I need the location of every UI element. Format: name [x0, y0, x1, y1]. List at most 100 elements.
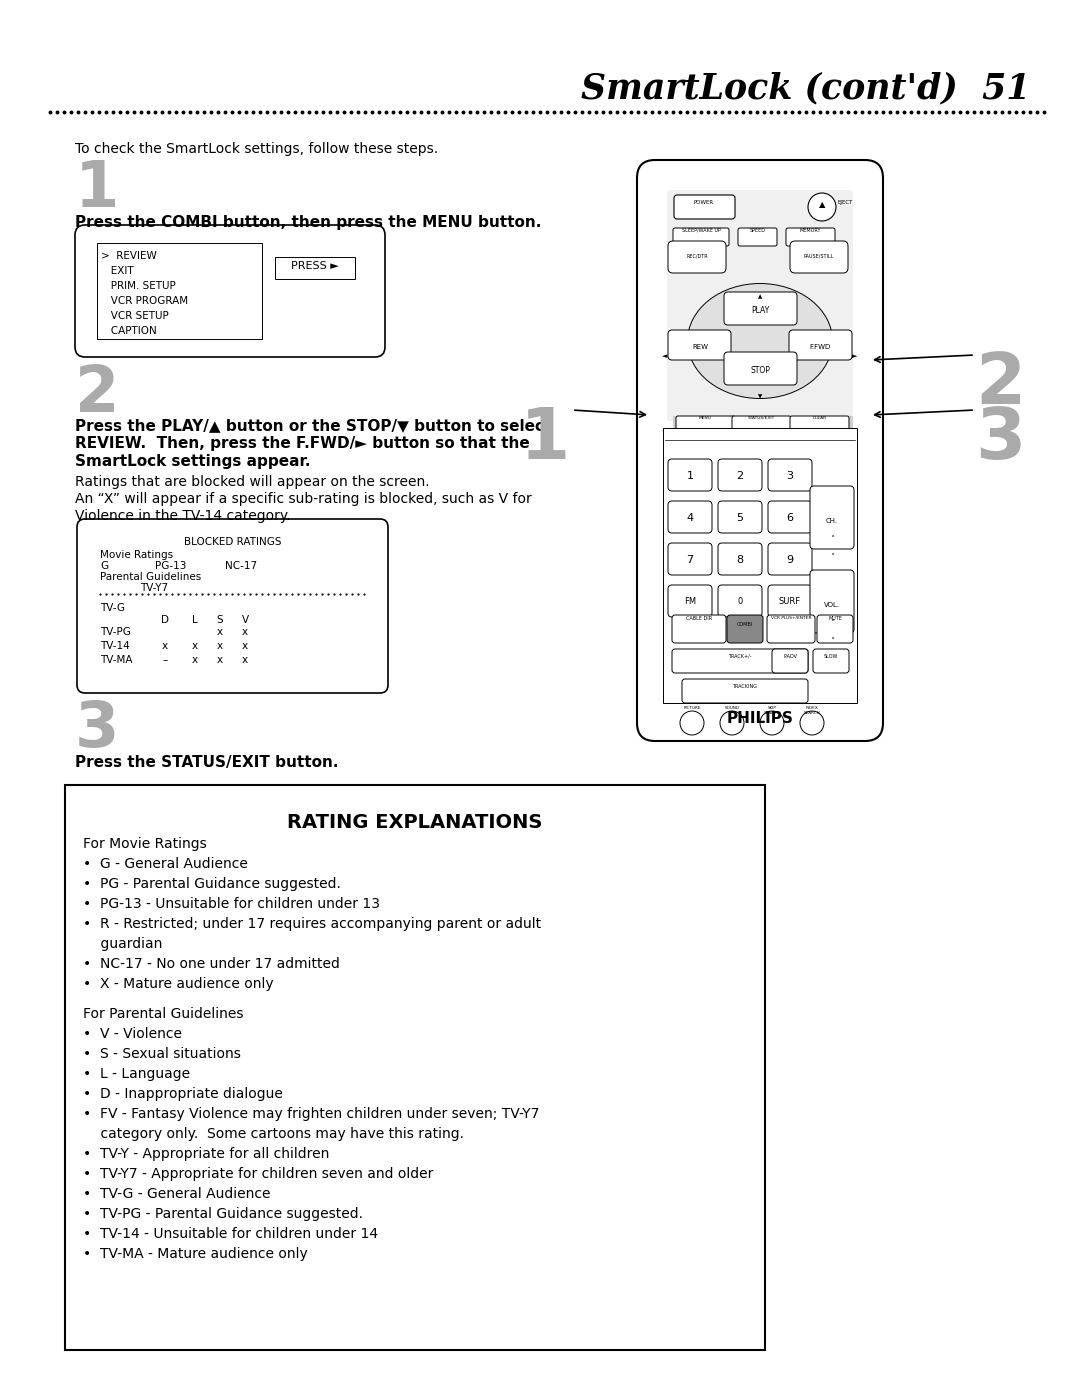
Bar — [663, 427, 858, 703]
Text: FM: FM — [684, 597, 697, 606]
FancyBboxPatch shape — [667, 190, 853, 420]
Text: guardian: guardian — [83, 937, 162, 951]
Text: ˅: ˅ — [829, 637, 834, 645]
Text: EXIT: EXIT — [102, 265, 134, 277]
Text: PRESS ►: PRESS ► — [292, 261, 339, 271]
FancyBboxPatch shape — [768, 585, 812, 617]
Text: •  V - Violence: • V - Violence — [83, 1027, 183, 1041]
FancyBboxPatch shape — [724, 292, 797, 326]
Text: –: – — [162, 655, 167, 665]
Text: x: x — [242, 655, 248, 665]
Text: •  TV-Y7 - Appropriate for children seven and older: • TV-Y7 - Appropriate for children seven… — [83, 1166, 433, 1180]
Text: •  NC-17 - No one under 17 admitted: • NC-17 - No one under 17 admitted — [83, 957, 340, 971]
Text: 2: 2 — [737, 471, 743, 481]
Text: VCR PROGRAM: VCR PROGRAM — [102, 296, 188, 306]
Text: SLEEP/WAKE UP: SLEEP/WAKE UP — [681, 228, 720, 233]
FancyBboxPatch shape — [669, 502, 712, 534]
Text: EJECT: EJECT — [838, 200, 853, 205]
Text: 1: 1 — [75, 158, 120, 219]
Text: •  G - General Audience: • G - General Audience — [83, 856, 248, 870]
Text: SPEED: SPEED — [750, 228, 766, 233]
Text: RATING EXPLANATIONS: RATING EXPLANATIONS — [287, 813, 542, 833]
Text: SmartLock (cont'd)  51: SmartLock (cont'd) 51 — [581, 71, 1030, 105]
Circle shape — [808, 193, 836, 221]
Text: G: G — [100, 562, 108, 571]
FancyBboxPatch shape — [669, 585, 712, 617]
Ellipse shape — [688, 284, 833, 398]
FancyBboxPatch shape — [718, 543, 762, 576]
Circle shape — [760, 711, 784, 735]
Text: x: x — [192, 655, 198, 665]
Text: TV-G: TV-G — [100, 604, 125, 613]
Text: SLOW: SLOW — [824, 654, 838, 659]
FancyBboxPatch shape — [768, 502, 812, 534]
FancyBboxPatch shape — [637, 161, 883, 740]
FancyBboxPatch shape — [718, 585, 762, 617]
FancyBboxPatch shape — [727, 615, 762, 643]
Text: POWER: POWER — [694, 200, 714, 205]
Text: SmartLock settings appear.: SmartLock settings appear. — [75, 454, 311, 469]
Text: •  S - Sexual situations: • S - Sexual situations — [83, 1046, 241, 1060]
Circle shape — [800, 711, 824, 735]
Text: •  TV-Y - Appropriate for all children: • TV-Y - Appropriate for all children — [83, 1147, 329, 1161]
Text: 7: 7 — [687, 555, 693, 564]
FancyBboxPatch shape — [724, 352, 797, 386]
FancyBboxPatch shape — [676, 416, 735, 436]
Text: ►: ► — [852, 353, 858, 359]
Text: PAUSE/STILL: PAUSE/STILL — [804, 254, 834, 258]
FancyBboxPatch shape — [813, 650, 849, 673]
Text: 9: 9 — [786, 555, 794, 564]
Text: 4: 4 — [687, 513, 693, 522]
Text: PHILIPS: PHILIPS — [727, 711, 794, 726]
Text: 5: 5 — [737, 513, 743, 522]
Text: TRACKING: TRACKING — [732, 685, 757, 689]
Text: CH.: CH. — [826, 518, 838, 524]
Text: •  TV-14 - Unsuitable for children under 14: • TV-14 - Unsuitable for children under … — [83, 1227, 378, 1241]
Text: An “X” will appear if a specific sub-rating is blocked, such as V for: An “X” will appear if a specific sub-rat… — [75, 492, 531, 506]
Text: x: x — [217, 627, 224, 637]
FancyBboxPatch shape — [681, 679, 808, 703]
FancyBboxPatch shape — [789, 416, 849, 436]
Text: CABLE DIR: CABLE DIR — [686, 616, 712, 622]
Text: >  REVIEW: > REVIEW — [102, 251, 157, 261]
Text: ˅: ˅ — [829, 553, 834, 562]
FancyBboxPatch shape — [672, 650, 808, 673]
Text: V: V — [242, 615, 248, 624]
Text: REW: REW — [692, 344, 708, 351]
Text: VCR PLUS+/ENTER: VCR PLUS+/ENTER — [771, 616, 811, 620]
Text: x: x — [242, 627, 248, 637]
FancyBboxPatch shape — [786, 228, 835, 246]
FancyBboxPatch shape — [768, 460, 812, 490]
Text: 6: 6 — [786, 513, 794, 522]
Text: PRIM. SETUP: PRIM. SETUP — [102, 281, 176, 291]
Text: 3: 3 — [786, 471, 794, 481]
Text: CAPTION: CAPTION — [102, 326, 157, 337]
Text: •  FV - Fantasy Violence may frighten children under seven; TV-Y7: • FV - Fantasy Violence may frighten chi… — [83, 1106, 539, 1120]
Circle shape — [720, 711, 744, 735]
Text: S: S — [217, 615, 224, 624]
Text: D: D — [161, 615, 168, 624]
Text: category only.  Some cartoons may have this rating.: category only. Some cartoons may have th… — [83, 1127, 464, 1141]
Text: •  TV-G - General Audience: • TV-G - General Audience — [83, 1187, 270, 1201]
Text: •  X - Mature audience only: • X - Mature audience only — [83, 977, 273, 990]
FancyBboxPatch shape — [732, 416, 791, 436]
Text: TV-14: TV-14 — [100, 641, 130, 651]
FancyBboxPatch shape — [669, 330, 731, 360]
Text: x: x — [242, 641, 248, 651]
Text: 0: 0 — [738, 597, 743, 606]
FancyBboxPatch shape — [810, 570, 854, 633]
Text: Press the STATUS/EXIT button.: Press the STATUS/EXIT button. — [75, 754, 338, 770]
Text: REVIEW.  Then, press the F.FWD/► button so that the: REVIEW. Then, press the F.FWD/► button s… — [75, 436, 530, 451]
Text: •  D - Inappropriate dialogue: • D - Inappropriate dialogue — [83, 1087, 283, 1101]
Text: ▼: ▼ — [758, 394, 762, 400]
Text: •  R - Restricted; under 17 requires accompanying parent or adult: • R - Restricted; under 17 requires acco… — [83, 916, 541, 930]
Circle shape — [680, 711, 704, 735]
FancyBboxPatch shape — [718, 460, 762, 490]
FancyBboxPatch shape — [772, 650, 808, 673]
Text: BLOCKED RATINGS: BLOCKED RATINGS — [184, 536, 281, 548]
Bar — [275, 257, 355, 279]
FancyBboxPatch shape — [767, 615, 815, 643]
FancyBboxPatch shape — [669, 543, 712, 576]
Text: For Parental Guidelines: For Parental Guidelines — [83, 1007, 243, 1021]
Text: To check the SmartLock settings, follow these steps.: To check the SmartLock settings, follow … — [75, 142, 438, 156]
